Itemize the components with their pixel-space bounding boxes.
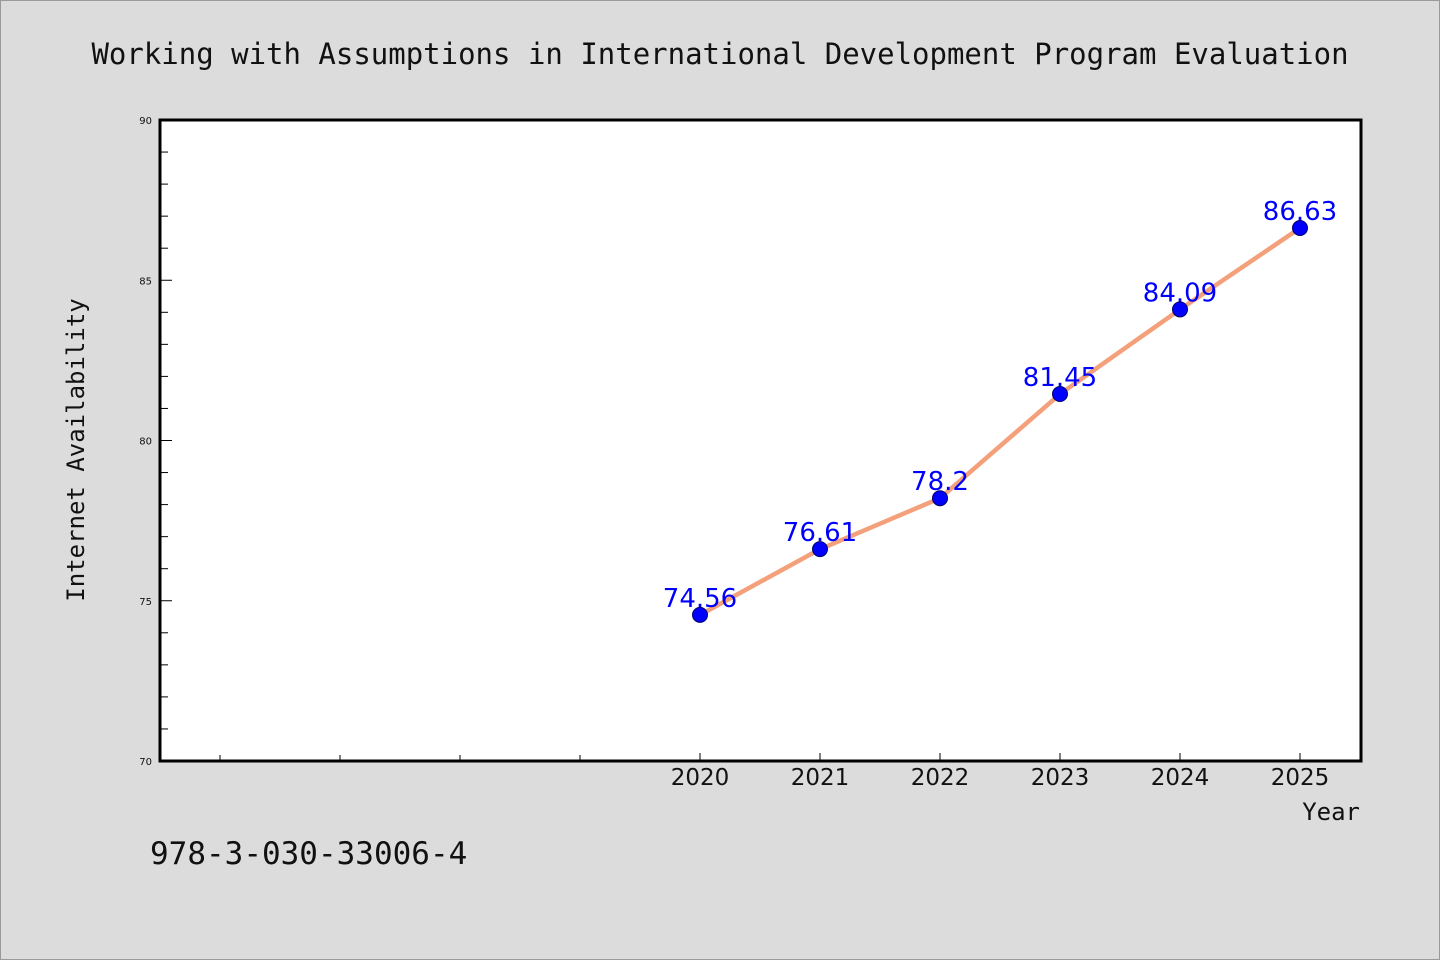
x-tick-label: 2024 [1151, 765, 1210, 791]
x-axis: 2020 2021 2022 2023 2024 2025 [219, 753, 1330, 791]
series-line [698, 226, 1302, 617]
y-tick-label: 75 [139, 597, 152, 608]
data-point [932, 490, 948, 507]
data-point [1292, 220, 1308, 237]
data-point [1052, 386, 1068, 403]
y-tick-label: 80 [139, 437, 152, 448]
data-label: 74.56 [663, 584, 737, 614]
y-tick-label: 85 [139, 276, 152, 287]
x-tick-label: 2020 [671, 765, 730, 791]
data-labels: 74.56 76.61 78.2 81.45 84.09 86.63 [663, 197, 1337, 614]
y-axis-label: Internet Availability [62, 298, 90, 601]
x-tick-label: 2022 [911, 765, 970, 791]
data-label: 81.45 [1023, 363, 1097, 393]
data-point [692, 606, 708, 623]
data-point [812, 541, 828, 558]
plot-area [160, 120, 1361, 761]
data-point [1172, 301, 1188, 318]
x-tick-label: 2025 [1271, 765, 1330, 791]
x-tick-label: 2021 [791, 765, 850, 791]
chart-title: Working with Assumptions in Internationa… [91, 37, 1348, 71]
data-label: 84.09 [1143, 278, 1217, 308]
x-tick-label: 2023 [1031, 765, 1090, 791]
y-tick-label: 90 [139, 116, 152, 127]
footnote-isbn: 978-3-030-33006-4 [150, 836, 467, 872]
data-label: 78.2 [911, 467, 969, 497]
y-tick-label: 70 [139, 757, 152, 768]
plot-border [158, 118, 1363, 763]
data-points [692, 220, 1308, 623]
data-label: 86.63 [1263, 197, 1337, 227]
data-label: 76.61 [783, 518, 857, 548]
x-axis-label: Year [1302, 798, 1360, 826]
